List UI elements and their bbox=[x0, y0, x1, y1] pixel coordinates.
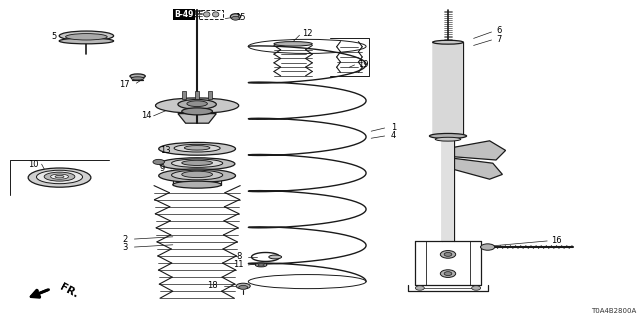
Ellipse shape bbox=[131, 77, 144, 80]
Text: 18: 18 bbox=[207, 281, 218, 290]
Ellipse shape bbox=[232, 16, 239, 20]
Text: 7: 7 bbox=[497, 35, 502, 44]
Circle shape bbox=[472, 286, 481, 290]
Ellipse shape bbox=[435, 137, 461, 141]
Ellipse shape bbox=[130, 74, 145, 78]
Polygon shape bbox=[454, 141, 506, 160]
Ellipse shape bbox=[258, 264, 264, 266]
Circle shape bbox=[444, 252, 452, 256]
Ellipse shape bbox=[159, 142, 236, 155]
Text: 15: 15 bbox=[235, 13, 245, 22]
Text: 17: 17 bbox=[120, 80, 130, 89]
Bar bbox=[195, 91, 199, 99]
Ellipse shape bbox=[156, 98, 239, 113]
Bar bbox=[208, 91, 212, 99]
Ellipse shape bbox=[36, 170, 83, 184]
Ellipse shape bbox=[153, 159, 164, 164]
Ellipse shape bbox=[51, 174, 68, 179]
Ellipse shape bbox=[204, 12, 210, 17]
Ellipse shape bbox=[55, 175, 64, 178]
Circle shape bbox=[440, 270, 456, 277]
Bar bbox=[199, 10, 223, 19]
Text: 11: 11 bbox=[234, 260, 244, 269]
Ellipse shape bbox=[174, 144, 220, 152]
Text: 3: 3 bbox=[123, 243, 128, 252]
Circle shape bbox=[440, 251, 456, 258]
Ellipse shape bbox=[433, 40, 463, 44]
Ellipse shape bbox=[274, 42, 312, 46]
Ellipse shape bbox=[159, 169, 236, 182]
Text: T0A4B2800A: T0A4B2800A bbox=[591, 308, 637, 314]
Text: 6: 6 bbox=[497, 26, 502, 35]
Ellipse shape bbox=[182, 108, 212, 115]
Ellipse shape bbox=[60, 31, 114, 41]
Ellipse shape bbox=[172, 159, 223, 167]
Ellipse shape bbox=[44, 172, 75, 181]
Text: 14: 14 bbox=[141, 111, 151, 120]
Ellipse shape bbox=[481, 244, 495, 250]
Text: 9: 9 bbox=[159, 164, 164, 173]
Text: 13: 13 bbox=[160, 146, 170, 155]
Text: 10: 10 bbox=[28, 160, 38, 169]
Circle shape bbox=[415, 286, 424, 290]
Ellipse shape bbox=[172, 170, 223, 180]
Ellipse shape bbox=[66, 34, 108, 40]
Text: 8: 8 bbox=[236, 252, 241, 261]
Ellipse shape bbox=[178, 100, 216, 109]
Polygon shape bbox=[178, 114, 216, 123]
Ellipse shape bbox=[429, 133, 467, 139]
Ellipse shape bbox=[184, 146, 210, 150]
Text: 16: 16 bbox=[552, 236, 562, 245]
Ellipse shape bbox=[236, 283, 250, 289]
Ellipse shape bbox=[269, 255, 282, 259]
Bar bbox=[433, 42, 463, 136]
Ellipse shape bbox=[182, 171, 212, 178]
Ellipse shape bbox=[239, 285, 248, 289]
Text: 1: 1 bbox=[391, 123, 396, 132]
Text: 5: 5 bbox=[52, 32, 57, 41]
Circle shape bbox=[444, 272, 452, 276]
Polygon shape bbox=[454, 158, 502, 179]
Ellipse shape bbox=[212, 12, 219, 17]
Text: 19: 19 bbox=[358, 60, 368, 69]
Text: B-49: B-49 bbox=[174, 10, 193, 19]
Ellipse shape bbox=[255, 263, 267, 267]
Text: FR.: FR. bbox=[58, 282, 79, 300]
Ellipse shape bbox=[60, 38, 114, 44]
Ellipse shape bbox=[173, 181, 221, 188]
Text: 12: 12 bbox=[303, 29, 313, 38]
Ellipse shape bbox=[230, 14, 241, 20]
Ellipse shape bbox=[182, 160, 212, 165]
Ellipse shape bbox=[187, 101, 207, 107]
Ellipse shape bbox=[159, 158, 235, 170]
Text: 2: 2 bbox=[123, 235, 128, 244]
Ellipse shape bbox=[28, 168, 91, 187]
Text: 4: 4 bbox=[391, 131, 396, 140]
Bar bbox=[442, 136, 454, 241]
Bar bbox=[182, 91, 186, 99]
